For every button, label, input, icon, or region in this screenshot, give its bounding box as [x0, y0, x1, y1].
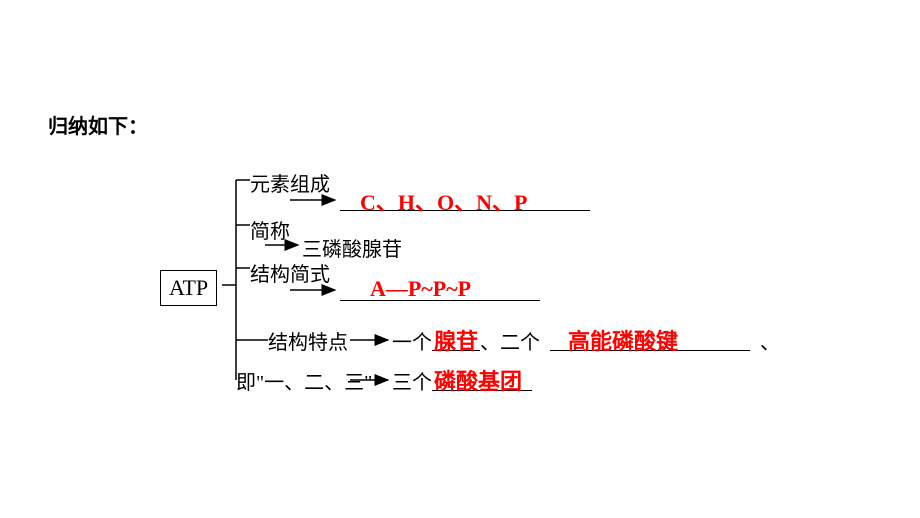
value-phosphate-group: 磷酸基团: [434, 364, 522, 396]
two-prefix: 、二个: [480, 326, 540, 355]
value-elements: C、H、O、N、P: [360, 185, 527, 217]
three-prefix: 三个: [392, 366, 432, 395]
atp-root-box: ATP: [160, 270, 217, 306]
label-one-two-three: 即"一、二、三": [236, 366, 372, 395]
value-adenosine: 腺苷: [434, 324, 478, 356]
value-formula: A—P~P~P: [370, 276, 471, 302]
label-structure-feature: 结构特点: [268, 326, 348, 355]
label-shortname: 简称: [250, 215, 290, 244]
label-structure-formula: 结构简式: [250, 258, 330, 287]
one-prefix: 一个: [392, 326, 432, 355]
branch-diagram: [0, 0, 920, 518]
value-highenergy-bond: 高能磷酸键: [568, 324, 678, 356]
label-elements: 元素组成: [250, 168, 330, 197]
summary-title: 归纳如下：: [48, 110, 148, 139]
trailing-comma: 、: [760, 326, 780, 355]
